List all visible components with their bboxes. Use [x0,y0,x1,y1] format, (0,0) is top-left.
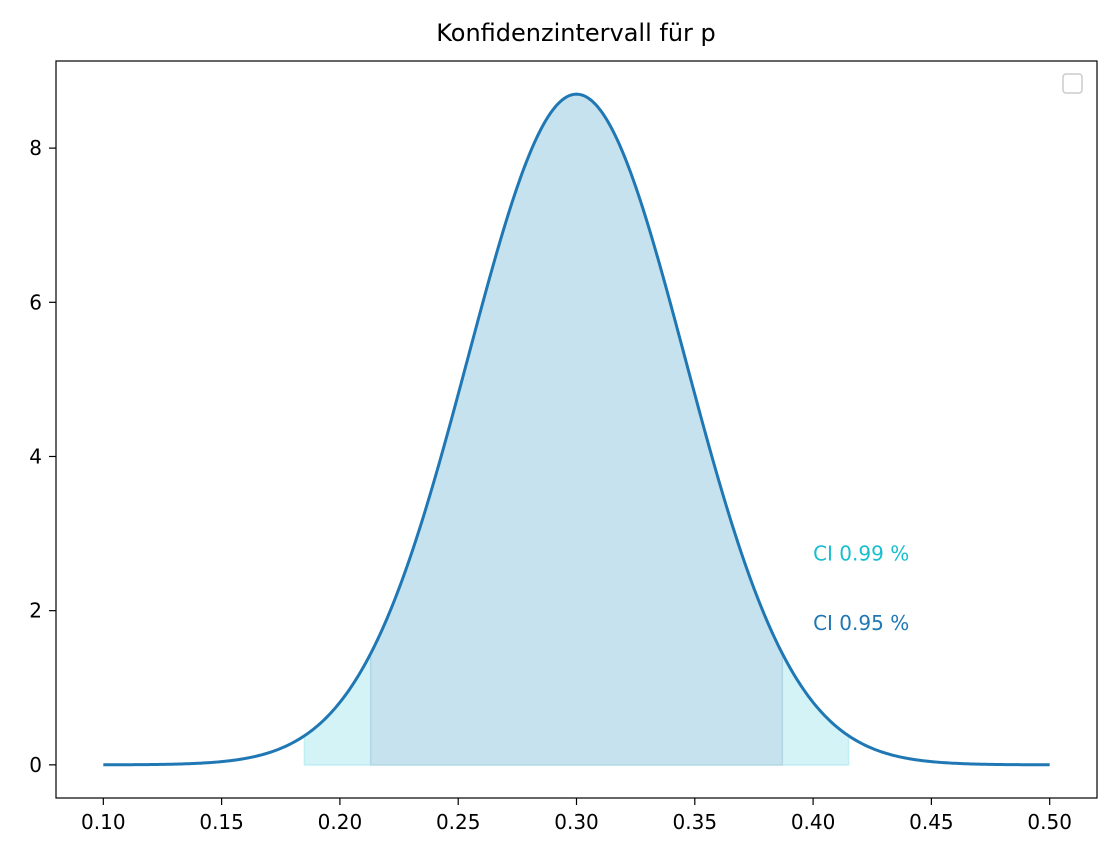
x-tick-label: 0.40 [791,810,836,834]
x-tick-label: 0.45 [909,810,954,834]
x-axis: 0.10 0.15 0.20 0.25 0.30 0.35 0.40 0.45 0.50 [81,798,1072,834]
annotation-ci95: CI 0.95 % [813,611,909,635]
y-tick-label: 4 [29,444,42,468]
x-tick-label: 0.15 [199,810,244,834]
x-tick-label: 0.30 [554,810,599,834]
density-curve-layer [103,92,1050,767]
x-tick-label: 0.50 [1027,810,1072,834]
y-tick-label: 0 [29,753,42,777]
y-tick-label: 2 [29,599,42,623]
annotations: CI 0.99 % CI 0.95 % [813,542,909,635]
legend-box [1062,73,1083,94]
density-curve [103,92,1050,767]
x-tick-label: 0.35 [673,810,718,834]
y-axis: 0 2 4 6 8 [29,136,56,777]
chart-title: Konfidenzintervall für p [436,19,716,47]
x-tick-label: 0.10 [81,810,126,834]
x-tick-label: 0.25 [436,810,481,834]
y-tick-label: 8 [29,136,42,160]
annotation-ci99: CI 0.99 % [813,542,909,566]
x-tick-label: 0.20 [318,810,363,834]
y-tick-label: 6 [29,290,42,314]
